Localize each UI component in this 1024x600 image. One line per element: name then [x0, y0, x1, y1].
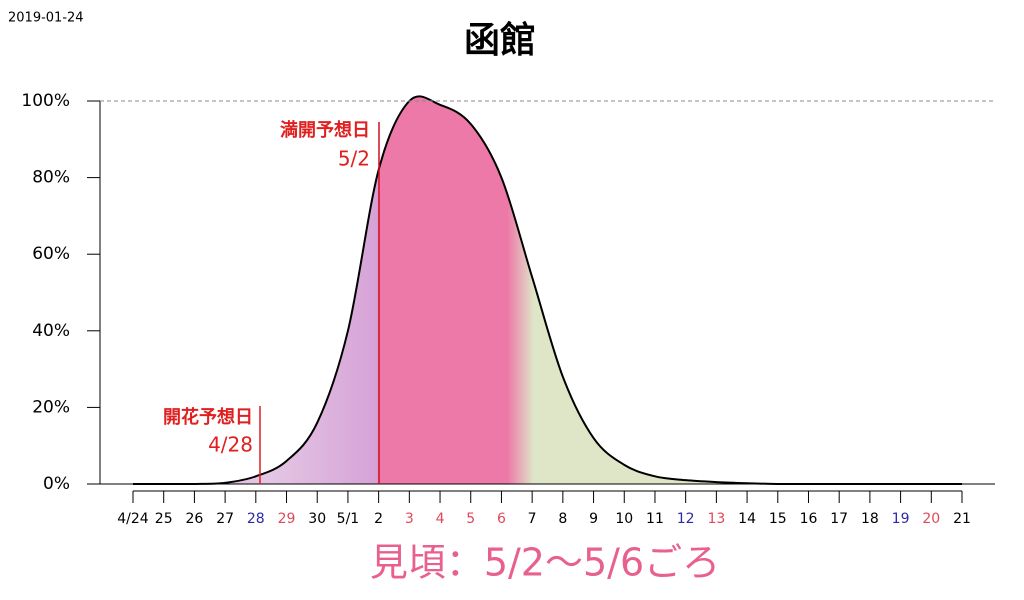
x-tick-label: 20 [922, 511, 940, 527]
x-tick-label: 28 [247, 511, 265, 527]
x-tick-label: 19 [892, 511, 910, 527]
date-stamp: 2019-01-24 [8, 11, 84, 26]
x-tick-label: 8 [558, 511, 567, 527]
footer-text: 見頃：5/2〜5/6ごろ [370, 541, 720, 585]
y-tick-label: 80% [32, 168, 70, 188]
x-tick-label: 6 [497, 511, 506, 527]
x-tick-label: 17 [830, 511, 848, 527]
y-tick-label: 0% [43, 474, 70, 494]
x-tick-label: 27 [216, 511, 234, 527]
area-fill [133, 96, 962, 485]
annotation-text: 開花予想日 [163, 406, 253, 428]
x-tick-label: 13 [707, 511, 725, 527]
x-tick-label: 25 [155, 511, 173, 527]
x-tick-label: 5 [466, 511, 475, 527]
x-tick-label: 11 [646, 511, 664, 527]
y-tick-label: 100% [21, 91, 70, 111]
x-tick-label: 14 [738, 511, 756, 527]
annotation-date: 5/2 [338, 147, 370, 171]
x-tick-label: 7 [528, 511, 537, 527]
chart-title: 函館 [464, 19, 536, 61]
x-tick-label: 18 [861, 511, 879, 527]
y-tick-label: 40% [32, 321, 70, 341]
x-tick-label: 21 [953, 511, 971, 527]
x-tick-label: 9 [589, 511, 598, 527]
x-tick-label: 4/24 [117, 511, 149, 527]
x-tick-label: 15 [769, 511, 787, 527]
x-tick-label: 12 [677, 511, 695, 527]
y-tick-label: 60% [32, 244, 70, 264]
annotation-text: 満開予想日 [280, 119, 370, 141]
x-tick-label: 16 [800, 511, 818, 527]
x-tick-label: 3 [405, 511, 414, 527]
x-tick-label: 30 [308, 511, 326, 527]
x-tick-label: 26 [185, 511, 203, 527]
y-tick-label: 20% [32, 397, 70, 417]
x-tick-label: 5/1 [337, 511, 360, 527]
x-tick-label: 4 [436, 511, 445, 527]
x-tick-label: 29 [278, 511, 296, 527]
annotation-date: 4/28 [208, 433, 253, 457]
x-tick-label: 2 [374, 511, 383, 527]
x-tick-label: 10 [615, 511, 633, 527]
